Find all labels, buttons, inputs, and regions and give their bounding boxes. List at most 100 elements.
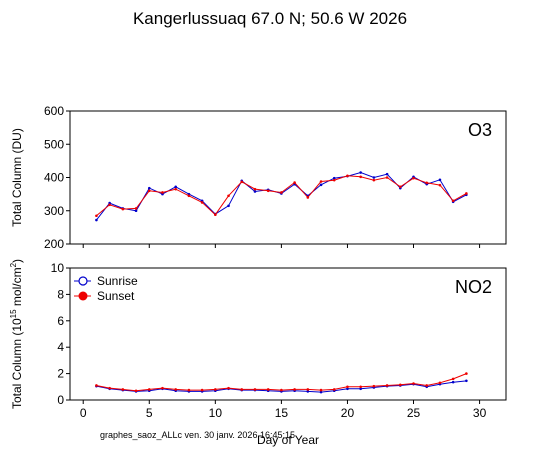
figure-title: Kangerlussuaq 67.0 N; 50.6 W 2026 [133,9,407,28]
data-point-sunset [372,178,376,182]
data-point-sunrise [385,172,389,176]
series-line-sunset [96,175,467,217]
data-point-sunrise [174,185,177,189]
data-point-sunset [187,388,191,392]
data-point-sunrise [319,183,323,187]
y-tick-label: 4 [57,340,64,354]
data-point-sunset [95,384,98,387]
data-point-sunset [134,389,138,393]
data-point-sunset [451,199,455,203]
data-point-sunset [253,187,257,191]
y-axis-label: Total Column (1015 mol/cm2) [9,259,24,409]
legend-marker-filled [78,291,88,301]
data-point-sunset [332,388,336,391]
data-point-sunset [385,176,389,179]
data-point-sunset [438,183,442,187]
data-point-sunset [108,386,111,390]
data-point-sunset [412,382,415,385]
x-tick-label: 25 [407,406,421,420]
data-point-sunset [253,388,257,391]
data-point-sunrise [346,387,349,391]
y-axis-label-superscript: 2 [9,262,18,267]
y-axis-label: Total Column (DU) [10,128,24,227]
data-point-sunrise [95,218,98,222]
data-point-sunset [200,201,204,204]
x-tick-label: 30 [473,406,487,420]
data-point-sunset [385,384,389,387]
panel-label: O3 [468,120,492,140]
data-point-sunset [399,383,402,387]
data-point-sunset [266,189,270,193]
data-point-sunset [359,175,362,179]
data-point-sunset [465,192,468,195]
y-tick-label: 500 [44,137,64,151]
y-tick-label: 8 [57,287,64,301]
y-tick-label: 600 [44,104,64,118]
y-tick-label: 0 [57,393,64,407]
data-point-sunrise [253,190,257,193]
y-axis-label-part: Total Column (10 [10,318,24,409]
x-tick-label: 0 [80,406,87,420]
data-point-sunrise [359,387,362,391]
legend-entry: Sunrise [97,274,138,288]
data-point-sunset [451,377,455,381]
data-point-sunset [293,388,296,391]
data-point-sunset [161,386,164,390]
data-point-sunset [346,174,349,178]
data-point-sunset [174,187,177,191]
data-point-sunrise [359,171,362,174]
y-tick-label: 10 [51,261,65,275]
data-point-sunset [280,388,283,392]
data-point-sunset [293,181,296,184]
data-point-sunset [227,386,230,390]
data-point-sunset [399,185,402,189]
chart-panel-o3: 200 300 400 500 600 O3 Total Column (DU) [10,104,507,251]
data-point-sunset [214,388,217,391]
data-point-sunrise [372,176,376,179]
data-point-sunset [425,181,429,185]
plot-frame [69,110,507,245]
data-point-sunset [412,176,415,180]
x-tick-label: 15 [275,406,289,420]
legend-entry: Sunset [97,289,135,303]
data-point-sunset [280,191,283,194]
data-point-sunset [200,388,204,392]
x-tick-label: 10 [209,406,223,420]
data-point-sunset [174,388,177,391]
data-point-sunrise [134,209,138,213]
panel-label: NO2 [455,277,492,297]
y-tick-label: 300 [44,204,64,218]
y-axis-label-part: mol/cm [10,267,24,309]
data-point-sunrise [227,204,230,208]
series-line-sunset [96,373,467,392]
data-point-sunset [319,180,323,183]
data-point-sunset [147,388,151,391]
y-axis-label-part: ) [10,259,24,263]
data-point-sunset [306,388,310,391]
data-point-sunrise [465,379,468,383]
y-axis-label-superscript: 15 [9,309,18,318]
data-point-sunset [95,214,98,218]
data-point-sunset [121,388,125,391]
data-point-sunset [214,213,217,217]
y-tick-label: 200 [44,237,64,251]
y-tick-label: 2 [57,367,64,381]
data-point-sunset [134,207,138,210]
legend-marker-open [78,276,88,286]
data-point-sunrise [438,178,442,182]
data-point-sunset [187,194,191,198]
data-point-sunrise [147,186,151,190]
x-tick-label: 20 [341,406,355,420]
y-tick-label: 400 [44,171,64,185]
data-point-sunset [121,207,125,211]
data-point-sunset [332,178,336,182]
data-point-sunset [147,189,151,193]
data-point-sunset [372,384,376,388]
data-point-sunset [266,388,270,391]
x-tick-label: 5 [146,406,153,420]
data-point-sunrise [319,390,323,394]
data-point-sunset [240,388,244,391]
data-point-sunrise [306,390,310,393]
